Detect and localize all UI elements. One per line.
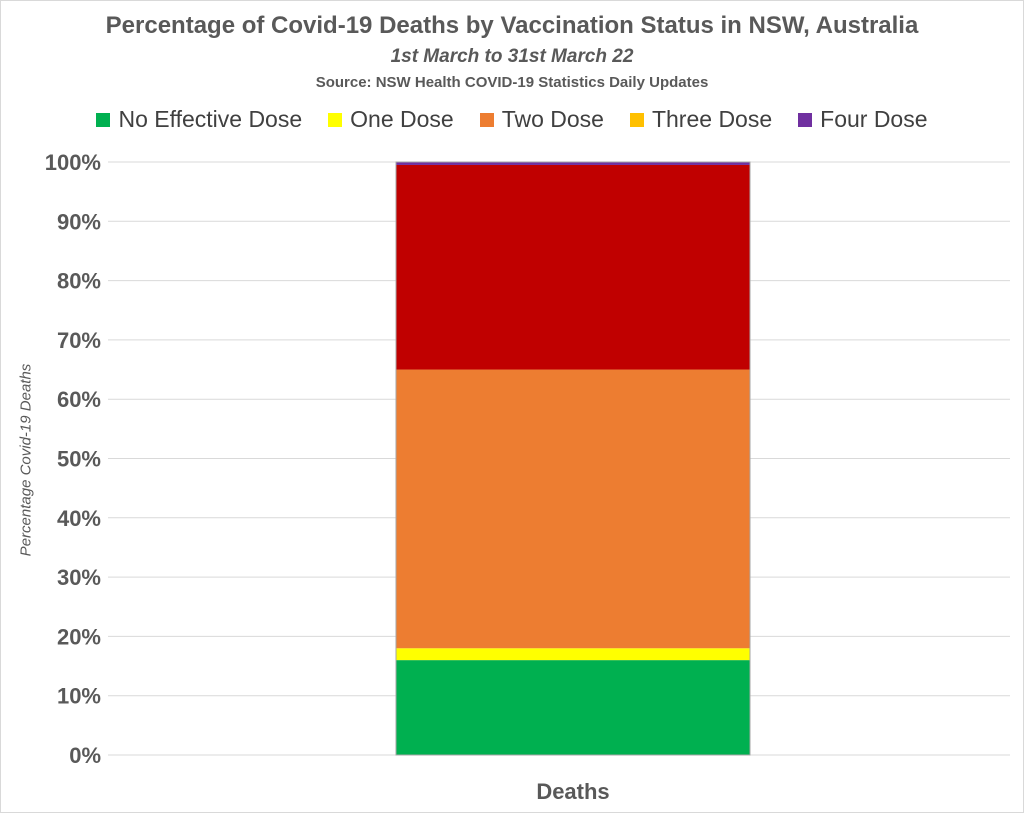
chart-source: Source: NSW Health COVID-19 Statistics D… [315, 74, 709, 91]
y-tick-label: 80% [57, 269, 101, 294]
y-tick-label: 50% [57, 447, 101, 472]
bar-segment [396, 648, 750, 661]
legend-item: Two Dose [479, 106, 604, 133]
legend-label: Four Dose [820, 106, 928, 132]
legend-item: One Dose [328, 106, 454, 133]
y-tick-label: 100% [45, 150, 101, 175]
legend-item: Four Dose [798, 106, 928, 133]
bar-segment [396, 162, 750, 165]
x-tick-label: Deaths [536, 779, 609, 804]
legend-label: Three Dose [651, 106, 773, 132]
chart-title: Percentage of Covid-19 Deaths by Vaccina… [105, 12, 919, 39]
y-tick-label: 40% [57, 506, 101, 531]
legend-item: No Effective Dose [96, 106, 302, 133]
legend-swatch [328, 112, 343, 127]
legend-swatch [798, 112, 813, 127]
bar-outline [395, 161, 751, 756]
legend-label: Two Dose [501, 106, 604, 132]
bar-segment [396, 660, 750, 755]
legend-swatch [96, 112, 111, 127]
legend-swatch [479, 112, 494, 127]
bar-segment [396, 164, 750, 370]
y-tick-label: 90% [57, 209, 101, 234]
legend: No Effective Dose One Dose Two Dose Three D… [0, 106, 1024, 133]
legend-swatch [629, 112, 644, 127]
legend-label: One Dose [350, 106, 454, 132]
y-tick-label: 20% [57, 624, 101, 649]
y-tick-label: 10% [57, 684, 101, 709]
y-tick-label: 0% [69, 743, 101, 768]
y-tick-label: 70% [57, 328, 101, 353]
bar-segment [396, 369, 750, 649]
chart-subtitle: 1st March to 31st March 22 [390, 46, 634, 67]
legend-label: No Effective Dose [118, 106, 303, 132]
y-tick-label: 60% [57, 387, 101, 412]
legend-item: Three Dose [629, 106, 773, 133]
y-tick-label: 30% [57, 565, 101, 590]
